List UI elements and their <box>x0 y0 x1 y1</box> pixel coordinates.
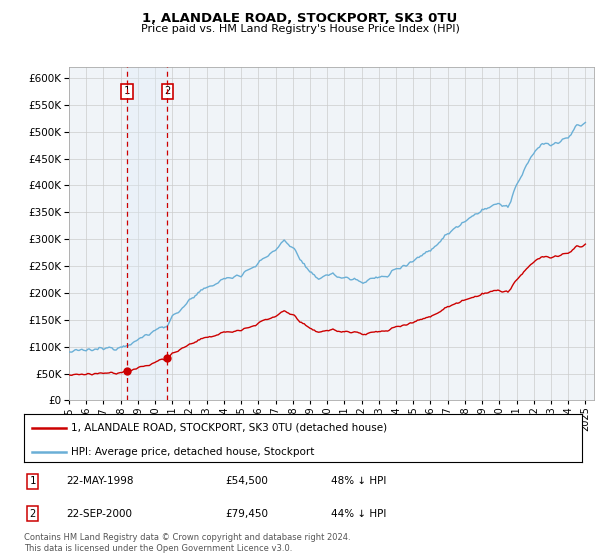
Text: 1: 1 <box>124 86 130 96</box>
Text: £79,450: £79,450 <box>225 509 268 519</box>
Text: 44% ↓ HPI: 44% ↓ HPI <box>331 509 386 519</box>
Text: 1: 1 <box>29 476 36 486</box>
Text: 1, ALANDALE ROAD, STOCKPORT, SK3 0TU: 1, ALANDALE ROAD, STOCKPORT, SK3 0TU <box>142 12 458 25</box>
Text: 2: 2 <box>164 86 170 96</box>
Text: 48% ↓ HPI: 48% ↓ HPI <box>331 476 386 486</box>
Text: 22-SEP-2000: 22-SEP-2000 <box>66 509 132 519</box>
Text: HPI: Average price, detached house, Stockport: HPI: Average price, detached house, Stoc… <box>71 446 315 456</box>
Text: £54,500: £54,500 <box>225 476 268 486</box>
Text: 2: 2 <box>29 509 36 519</box>
Text: 1, ALANDALE ROAD, STOCKPORT, SK3 0TU (detached house): 1, ALANDALE ROAD, STOCKPORT, SK3 0TU (de… <box>71 423 388 433</box>
Bar <box>127 67 167 400</box>
Text: Contains HM Land Registry data © Crown copyright and database right 2024.
This d: Contains HM Land Registry data © Crown c… <box>24 533 350 553</box>
Text: 22-MAY-1998: 22-MAY-1998 <box>66 476 133 486</box>
Text: Price paid vs. HM Land Registry's House Price Index (HPI): Price paid vs. HM Land Registry's House … <box>140 24 460 34</box>
